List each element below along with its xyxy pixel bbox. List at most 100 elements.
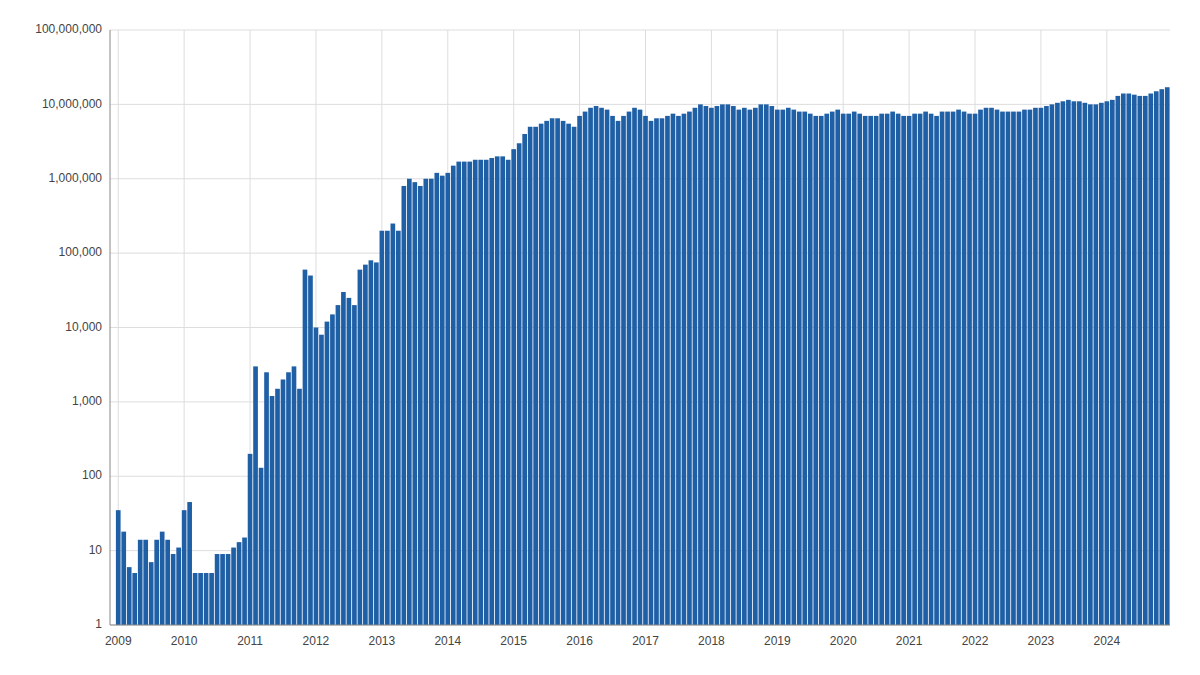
bar	[901, 116, 906, 625]
bar	[907, 116, 912, 625]
bar	[616, 121, 621, 625]
grid	[110, 30, 1170, 625]
bar	[462, 162, 467, 625]
bar	[391, 224, 396, 625]
bar	[253, 366, 258, 625]
bar	[583, 112, 588, 625]
bar	[687, 112, 692, 625]
bar	[242, 538, 247, 625]
bar	[962, 112, 967, 625]
bar	[841, 114, 846, 625]
bar	[489, 158, 494, 625]
bar	[1061, 101, 1066, 625]
bar	[330, 314, 335, 625]
bar	[857, 114, 862, 625]
bar	[165, 540, 170, 625]
y-tick-label: 10	[89, 543, 103, 557]
y-tick-label: 1,000	[72, 394, 102, 408]
bar	[182, 510, 187, 625]
bar	[138, 540, 143, 625]
bar	[456, 162, 461, 625]
bar	[874, 116, 879, 625]
bar	[764, 104, 769, 625]
bar	[1000, 112, 1005, 625]
bar	[1066, 100, 1071, 625]
bar	[286, 372, 291, 625]
bar	[319, 335, 324, 625]
bar	[1039, 108, 1044, 625]
y-grid-line	[110, 30, 1170, 31]
bar	[923, 112, 928, 625]
bar	[369, 260, 374, 625]
bar	[753, 108, 758, 625]
bar	[967, 114, 972, 625]
bar	[769, 106, 774, 625]
bar	[423, 179, 428, 625]
bar	[511, 149, 516, 625]
bar	[418, 186, 423, 625]
x-tick-label: 2019	[764, 634, 791, 648]
bar	[627, 112, 632, 625]
y-tick-label: 1	[95, 617, 102, 631]
bar	[1110, 100, 1115, 625]
bar	[791, 110, 796, 625]
bar	[116, 510, 121, 625]
bar	[726, 104, 731, 625]
bar	[412, 182, 417, 625]
bar	[484, 160, 489, 625]
bar	[270, 396, 275, 625]
bar	[193, 573, 198, 625]
bar	[566, 124, 571, 625]
bar	[1143, 96, 1148, 625]
bar	[121, 532, 126, 625]
bar	[259, 468, 264, 625]
bar	[775, 110, 780, 625]
bar	[429, 179, 434, 625]
bar	[912, 114, 917, 625]
bar	[978, 110, 983, 625]
x-tick-label: 2017	[632, 634, 659, 648]
bar	[544, 121, 549, 625]
y-grid-line	[110, 625, 1170, 626]
bar	[786, 108, 791, 625]
bar	[720, 104, 725, 625]
bar	[588, 108, 593, 625]
bar	[819, 116, 824, 625]
bar	[1017, 112, 1022, 625]
bar	[918, 114, 923, 625]
bar	[292, 366, 297, 625]
bar	[737, 110, 742, 625]
bar	[445, 173, 450, 625]
bar	[374, 262, 379, 625]
bar	[682, 114, 687, 625]
bar	[698, 104, 703, 625]
bar	[385, 231, 390, 625]
bar	[1011, 112, 1016, 625]
bar	[802, 112, 807, 625]
bar	[852, 112, 857, 625]
bar	[1077, 101, 1082, 625]
x-tick-label: 2013	[369, 634, 396, 648]
bar	[347, 298, 352, 625]
y-tick-label: 100	[82, 468, 102, 482]
x-tick-label: 2009	[105, 634, 132, 648]
x-axis-line	[110, 625, 1170, 626]
bar	[308, 276, 313, 625]
x-tick-label: 2021	[896, 634, 923, 648]
bar	[1099, 103, 1104, 625]
bar	[1154, 91, 1159, 625]
bar	[780, 110, 785, 625]
bar	[742, 108, 747, 625]
bar	[835, 110, 840, 625]
bar	[550, 118, 555, 625]
bar	[528, 127, 533, 625]
bar	[638, 110, 643, 625]
bar	[467, 162, 472, 625]
bar	[325, 322, 330, 625]
y-tick-label: 10,000	[65, 320, 102, 334]
bar	[451, 166, 456, 625]
bar	[813, 116, 818, 625]
bar	[1115, 96, 1120, 625]
bar	[402, 186, 407, 625]
y-tick-label: 1,000,000	[49, 171, 103, 185]
